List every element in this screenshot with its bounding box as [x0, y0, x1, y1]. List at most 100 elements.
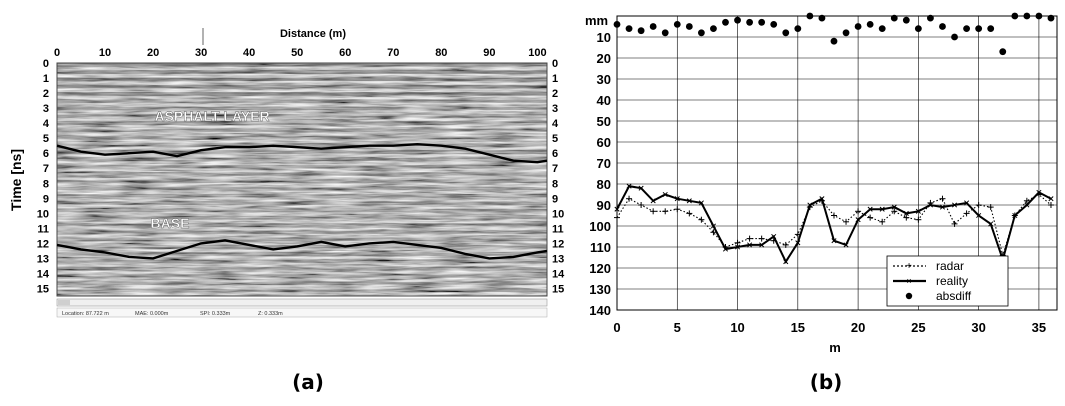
y-tick-label: 10: [597, 30, 611, 45]
data-point-absdiff: [951, 33, 958, 41]
data-point-radar: [915, 216, 922, 223]
data-point-radar: [1047, 202, 1054, 208]
y-tick-label-left: 12: [37, 238, 49, 250]
status-field: MAE: 0.000m: [135, 311, 169, 317]
data-point-absdiff: [770, 21, 778, 28]
y-tick-label: 80: [597, 177, 611, 192]
data-point-reality: [759, 242, 765, 248]
data-point-radar: [903, 214, 910, 221]
y-tick-label-left: 13: [37, 253, 49, 265]
y-tick-label-right: 12: [552, 238, 564, 250]
status-fields: Location: 87.722 m MAE: 0.000m SPI: 0.333m…: [62, 311, 283, 317]
data-point-absdiff: [697, 29, 705, 37]
data-point-reality: [1012, 212, 1018, 219]
x-axis-label: m: [829, 340, 841, 355]
x-tick-label: 100: [528, 47, 546, 59]
x-tick-label: 80: [435, 47, 447, 59]
y-tick-label-right: 6: [552, 148, 558, 160]
data-point-radar: [650, 208, 657, 215]
data-point-reality: [674, 196, 680, 202]
data-point-absdiff: [866, 21, 874, 28]
y-tick-label-left: 2: [43, 88, 49, 100]
data-point-reality: [1024, 202, 1030, 208]
data-point-absdiff: [830, 37, 838, 45]
data-point-reality: [976, 212, 982, 219]
data-point-absdiff: [1035, 12, 1043, 20]
data-point-reality: [795, 240, 801, 246]
data-point-radar: [662, 208, 669, 215]
data-point-reality: [988, 221, 994, 227]
data-point-reality: [662, 191, 668, 198]
data-point-reality: [807, 202, 813, 208]
radargram-panel: Distance (m) Time [ns] 0 10 20 30 40 50 60 70 80…: [8, 28, 565, 318]
data-point-radar: [710, 229, 717, 236]
y-tick-label-right: 15: [552, 283, 564, 295]
x-tick-label: 25: [911, 320, 925, 335]
series-reality: [614, 183, 1054, 265]
y-tick-label-left: 6: [43, 148, 49, 160]
data-point-reality: [722, 246, 729, 252]
data-point-reality: [879, 206, 885, 212]
data-point-absdiff: [854, 23, 862, 30]
legend-absdiff-marker: [905, 292, 913, 300]
status-bar: [56, 307, 548, 318]
x-tick-labels: 0 10 20 30 40 50 60 70 80 90 100: [54, 47, 547, 59]
radargram-frame: [56, 62, 548, 297]
scrollbar-thumb[interactable]: [58, 300, 70, 305]
y-tick-label: 50: [597, 114, 611, 129]
data-point-absdiff: [1011, 12, 1019, 20]
data-point-absdiff: [673, 21, 681, 28]
legend: + radar × reality absdiff: [886, 255, 1009, 307]
data-point-reality: [747, 242, 753, 248]
y-tick-label: 110: [590, 240, 611, 255]
data-point-absdiff: [806, 12, 814, 20]
legend-absdiff-label: absdiff: [936, 289, 972, 303]
interface-lines: [56, 142, 548, 260]
y-tick-label-left: 7: [43, 163, 49, 175]
y-tick-label-right: 4: [552, 118, 559, 130]
horizontal-scrollbar[interactable]: [56, 298, 548, 307]
x-tick-labels: 0 5 10 15 20 25 30 35: [613, 320, 1046, 335]
y-tick-label-right: 2: [552, 88, 558, 100]
data-point-reality: [855, 217, 861, 223]
panel-label-b: (b): [810, 370, 843, 394]
data-point-radar: [843, 218, 850, 225]
y-tick-label: 90: [597, 198, 611, 213]
series-layer: [613, 12, 1055, 265]
y-tick-label: 30: [597, 72, 611, 87]
y-tick-label-left: 8: [43, 178, 49, 190]
interface-line-base: [56, 239, 548, 260]
status-field: Location: 87.722 m: [62, 311, 109, 317]
status-field: Z: 0.333m: [258, 311, 283, 317]
x-tick-label: 30: [195, 47, 207, 59]
data-point-reality: [903, 210, 909, 216]
x-tick-label: 10: [99, 47, 111, 59]
data-point-absdiff: [939, 23, 946, 30]
x-tick-label: 60: [339, 47, 351, 59]
data-point-radar: [879, 218, 886, 225]
data-point-reality: [783, 259, 789, 265]
y-tick-label-right: 11: [552, 223, 564, 235]
data-point-radar: [1023, 197, 1030, 204]
data-point-absdiff: [794, 25, 802, 32]
data-point-absdiff: [625, 25, 633, 32]
x-tick-label: 0: [613, 320, 620, 335]
legend-radar-label: radar: [936, 259, 964, 273]
x-tick-label: 10: [730, 320, 744, 335]
x-tick-label: 40: [243, 47, 255, 59]
data-point-radar: [855, 208, 862, 215]
data-point-absdiff: [1023, 12, 1031, 20]
data-point-absdiff: [927, 14, 934, 22]
legend-reality-label: reality: [936, 274, 968, 288]
data-point-radar: [734, 239, 741, 246]
data-point-reality: [650, 198, 656, 204]
status-field: SPI: 0.333m: [200, 311, 231, 317]
data-point-absdiff: [963, 25, 970, 32]
data-point-absdiff: [999, 48, 1007, 56]
data-point-radar: [782, 241, 789, 248]
data-point-reality: [867, 206, 873, 212]
y-tick-label: 140: [589, 303, 611, 318]
data-point-reality: [891, 204, 897, 210]
